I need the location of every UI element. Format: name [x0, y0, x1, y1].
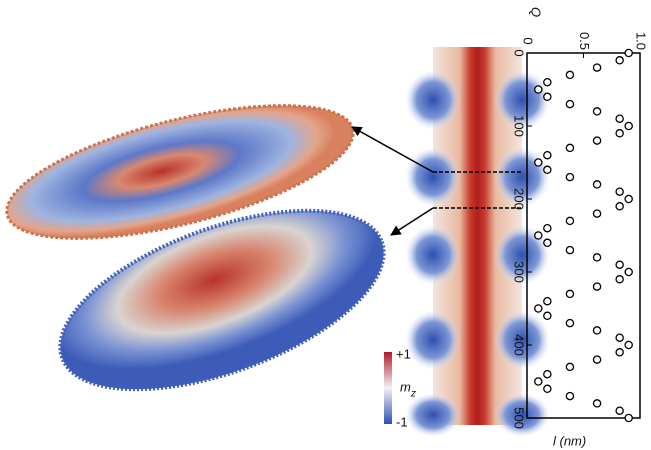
- marker: [566, 320, 573, 327]
- marker: [544, 93, 551, 100]
- marker: [616, 261, 623, 268]
- colorbar: [384, 352, 392, 424]
- marker: [544, 152, 551, 159]
- marker: [593, 327, 600, 334]
- marker: [535, 86, 542, 93]
- x-axis-label: Q: [529, 7, 544, 17]
- x-tick-label: 1.0: [634, 32, 649, 50]
- marker: [625, 49, 632, 56]
- marker: [616, 115, 623, 122]
- marker: [566, 290, 573, 297]
- marker: [566, 101, 573, 108]
- marker: [535, 232, 542, 239]
- marker: [544, 312, 551, 319]
- marker: [544, 225, 551, 232]
- marker: [566, 393, 573, 400]
- marker: [566, 71, 573, 78]
- y-axis-label: l (nm): [553, 433, 586, 448]
- marker: [544, 166, 551, 173]
- y-tick-label: 300: [512, 261, 527, 283]
- marker: [593, 254, 600, 261]
- x-tick-label: 0.5: [577, 32, 592, 50]
- colorbar-min: -1: [396, 414, 408, 429]
- marker: [625, 341, 632, 348]
- marker: [544, 371, 551, 378]
- marker: [616, 203, 623, 210]
- marker: [593, 108, 600, 115]
- y-tick-label: 100: [512, 115, 527, 137]
- x-tick-label: 0: [521, 37, 536, 44]
- marker: [593, 356, 600, 363]
- marker: [544, 385, 551, 392]
- marker: [544, 79, 551, 86]
- marker: [616, 57, 623, 64]
- marker: [566, 247, 573, 254]
- arrow: [352, 127, 433, 172]
- colorbar-label-sub: z: [410, 389, 416, 400]
- marker: [593, 181, 600, 188]
- figure: +1 -1 m z l (nm) Q 0 100 200 300 400 500 0 0.5 1…: [0, 0, 651, 450]
- marker: [544, 298, 551, 305]
- marker: [535, 378, 542, 385]
- marker: [593, 64, 600, 71]
- marker: [625, 414, 632, 421]
- marker: [566, 144, 573, 151]
- marker: [593, 400, 600, 407]
- marker: [616, 407, 623, 414]
- marker: [544, 239, 551, 246]
- marker: [616, 334, 623, 341]
- y-tick-label: 500: [512, 407, 527, 429]
- marker: [616, 188, 623, 195]
- marker: [566, 363, 573, 370]
- marker: [625, 195, 632, 202]
- colorbar-max: +1: [396, 346, 411, 361]
- marker: [535, 159, 542, 166]
- marker: [566, 217, 573, 224]
- marker: [593, 137, 600, 144]
- marker: [616, 349, 623, 356]
- y-tick-label: 400: [512, 334, 527, 356]
- marker: [593, 210, 600, 217]
- colorbar-label: m: [400, 379, 411, 394]
- marker: [625, 268, 632, 275]
- y-tick-label: 200: [512, 188, 527, 210]
- marker: [616, 130, 623, 137]
- marker: [566, 174, 573, 181]
- marker: [593, 283, 600, 290]
- marker: [616, 276, 623, 283]
- marker: [535, 305, 542, 312]
- marker: [625, 122, 632, 129]
- y-tick-label: 0: [512, 49, 527, 56]
